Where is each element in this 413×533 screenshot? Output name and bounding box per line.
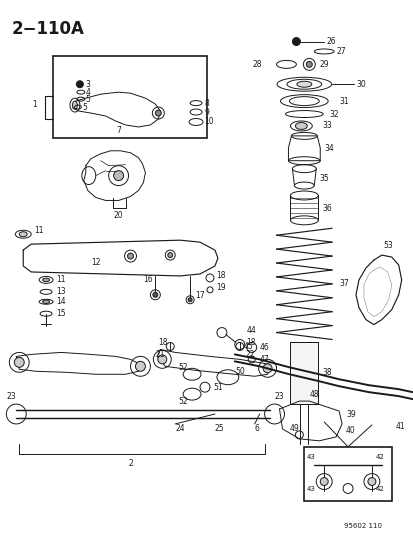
Text: 23: 23 [274, 392, 283, 401]
Text: 42: 42 [375, 486, 384, 491]
Circle shape [113, 171, 123, 181]
Text: 19: 19 [216, 284, 225, 293]
Circle shape [320, 478, 328, 486]
Text: 18: 18 [158, 338, 167, 347]
Bar [304, 447, 391, 502]
Text: 49: 49 [289, 424, 299, 433]
Text: 33: 33 [321, 122, 331, 131]
Text: 47: 47 [259, 355, 269, 364]
Text: 48: 48 [309, 390, 318, 399]
Circle shape [14, 358, 24, 367]
Text: 29: 29 [318, 60, 328, 69]
Text: 5: 5 [83, 102, 88, 111]
Text: 5: 5 [85, 95, 90, 103]
Text: 51: 51 [212, 383, 222, 392]
Text: 20: 20 [114, 211, 123, 220]
Circle shape [167, 253, 172, 257]
Circle shape [155, 110, 161, 116]
Text: 11: 11 [34, 226, 43, 235]
Text: 15: 15 [56, 309, 66, 318]
Text: 22: 22 [245, 350, 255, 359]
Text: 23: 23 [6, 392, 16, 401]
Text: 42: 42 [375, 454, 384, 460]
Text: 32: 32 [328, 109, 338, 118]
Circle shape [135, 361, 145, 372]
Text: 95602 110: 95602 110 [343, 523, 381, 529]
Ellipse shape [43, 278, 50, 281]
Circle shape [152, 292, 157, 297]
Text: 8: 8 [204, 99, 208, 108]
Text: 6: 6 [254, 424, 259, 433]
Circle shape [367, 478, 375, 486]
Text: 44: 44 [246, 326, 256, 335]
Text: 9: 9 [204, 108, 209, 117]
Text: 14: 14 [56, 297, 66, 306]
Text: 24: 24 [175, 424, 184, 433]
Text: 1: 1 [32, 100, 37, 109]
Text: 7: 7 [116, 126, 121, 135]
Text: 3: 3 [85, 80, 90, 88]
Ellipse shape [295, 123, 306, 130]
Text: 16: 16 [143, 276, 153, 285]
Text: 53: 53 [383, 240, 393, 249]
Ellipse shape [296, 81, 311, 87]
Circle shape [76, 81, 83, 88]
Text: 2: 2 [128, 459, 133, 468]
Bar [290, 343, 318, 404]
Text: 41: 41 [395, 423, 404, 431]
Text: 52: 52 [178, 397, 188, 406]
Text: 21: 21 [155, 350, 164, 359]
Text: 40: 40 [345, 426, 355, 435]
Text: 4: 4 [85, 87, 90, 96]
Text: 30: 30 [355, 80, 365, 88]
Text: 52: 52 [178, 363, 188, 372]
Text: 2−110A: 2−110A [11, 20, 84, 38]
Text: 18: 18 [216, 271, 225, 280]
Text: 37: 37 [338, 279, 348, 288]
Text: 11: 11 [56, 276, 65, 285]
Text: 18: 18 [245, 338, 255, 347]
Text: 17: 17 [195, 292, 204, 300]
Text: 12: 12 [90, 257, 100, 266]
Ellipse shape [19, 232, 27, 237]
Bar [290, 343, 318, 404]
Ellipse shape [72, 101, 77, 109]
Text: 31: 31 [338, 96, 348, 106]
Text: 38: 38 [321, 368, 331, 377]
Text: 35: 35 [318, 174, 328, 183]
Text: 34: 34 [323, 144, 333, 154]
Ellipse shape [43, 300, 50, 303]
Text: 10: 10 [204, 117, 213, 126]
Text: 45: 45 [243, 342, 253, 351]
Text: 28: 28 [252, 60, 261, 69]
Circle shape [292, 37, 300, 45]
Text: 43: 43 [306, 486, 314, 491]
Text: 27: 27 [335, 47, 345, 56]
Text: 13: 13 [56, 287, 66, 296]
Circle shape [263, 364, 271, 373]
Circle shape [306, 61, 311, 67]
Text: 25: 25 [214, 424, 224, 433]
Text: 36: 36 [321, 204, 331, 213]
Text: 43: 43 [306, 454, 314, 460]
Text: 39: 39 [345, 409, 355, 418]
Circle shape [127, 253, 133, 259]
Text: 46: 46 [259, 343, 269, 352]
Bar [53, 56, 206, 138]
Circle shape [188, 298, 192, 302]
Text: 50: 50 [235, 367, 245, 376]
Text: 26: 26 [325, 37, 335, 46]
Circle shape [157, 355, 166, 364]
